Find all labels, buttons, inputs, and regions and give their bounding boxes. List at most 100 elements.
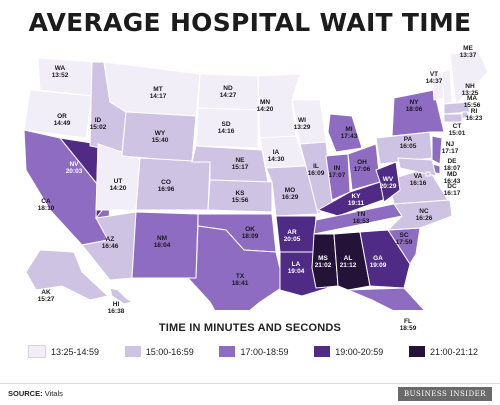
state-time: 20:05 bbox=[283, 236, 301, 243]
state-fl bbox=[347, 287, 441, 343]
state-label-or: OR 14:49 bbox=[54, 113, 71, 127]
state-label-sc: SC 17:59 bbox=[396, 232, 413, 246]
state-time: 14:20 bbox=[256, 106, 274, 113]
state-abbr: NC bbox=[419, 208, 429, 215]
state-time: 14:37 bbox=[425, 78, 443, 85]
state-label-nc: NC 16:26 bbox=[416, 208, 433, 222]
state-time: 15:17 bbox=[231, 164, 249, 171]
state-time: 17:17 bbox=[441, 148, 459, 155]
state-time: 19:11 bbox=[347, 200, 365, 207]
state-wv bbox=[375, 161, 401, 203]
state-me bbox=[449, 49, 489, 106]
state-time: 17:43 bbox=[340, 133, 358, 140]
state-label-ok: OK 18:09 bbox=[242, 226, 259, 240]
state-time: 18:09 bbox=[241, 233, 259, 240]
state-abbr: TX bbox=[235, 273, 245, 280]
state-time: 16:96 bbox=[157, 186, 175, 193]
legend-label: 17:00-18:59 bbox=[240, 346, 289, 357]
state-label-ca: CA 18:10 bbox=[38, 198, 55, 212]
state-time: 16:26 bbox=[415, 215, 433, 222]
state-label-de: DE 18:07 bbox=[444, 158, 461, 172]
legend-swatch bbox=[408, 346, 425, 357]
state-sd bbox=[195, 107, 259, 149]
state-label-il: IL 16:09 bbox=[308, 163, 325, 177]
state-label-az: AZ 16:46 bbox=[102, 236, 119, 250]
state-time: 14:16 bbox=[217, 128, 235, 135]
state-ms bbox=[311, 233, 339, 289]
state-abbr: NH bbox=[465, 83, 475, 90]
state-abbr: NY bbox=[409, 99, 419, 106]
state-abbr: GA bbox=[373, 255, 383, 262]
state-time: 19:04 bbox=[287, 268, 305, 275]
state-ks bbox=[207, 179, 273, 213]
state-abbr: MI bbox=[345, 126, 353, 133]
state-time: 17:06 bbox=[353, 166, 371, 173]
state-time: 16:23 bbox=[465, 115, 483, 122]
state-label-wa: WA 13:52 bbox=[52, 65, 69, 79]
state-or bbox=[23, 89, 93, 139]
state-label-oh: OH 17:06 bbox=[354, 159, 371, 173]
state-label-ak: AK 15:27 bbox=[38, 289, 55, 303]
state-label-wi: WI 13:29 bbox=[294, 117, 311, 131]
state-time: 16:43 bbox=[443, 178, 461, 185]
state-label-vt: VT 14:37 bbox=[426, 71, 443, 85]
state-label-ut: UT 14:20 bbox=[110, 178, 127, 192]
state-al bbox=[333, 231, 371, 291]
state-abbr: AR bbox=[287, 229, 297, 236]
state-abbr: CT bbox=[452, 123, 462, 130]
state-label-ms: MS 21:02 bbox=[315, 255, 332, 269]
state-abbr: DE bbox=[447, 158, 457, 165]
legend-item: 13:25-14:59 bbox=[28, 345, 99, 358]
state-time: 16:29 bbox=[281, 194, 299, 201]
state-label-ga: GA 19:09 bbox=[370, 255, 387, 269]
state-abbr: UT bbox=[113, 178, 123, 185]
state-abbr: AL bbox=[343, 255, 353, 262]
state-time: 15:56 bbox=[463, 102, 481, 109]
state-label-nv: NV 20:03 bbox=[66, 161, 83, 175]
state-abbr: RI bbox=[470, 108, 478, 115]
legend: 13:25-14:59 15:00-16:59 17:00-18:59 19:00-2… bbox=[28, 345, 478, 358]
state-label-nd: ND 14:27 bbox=[220, 85, 237, 99]
state-abbr: ND bbox=[223, 85, 233, 92]
state-time: 17:07 bbox=[328, 172, 346, 179]
state-time: 15:02 bbox=[89, 124, 107, 131]
state-time: 17:59 bbox=[395, 239, 413, 246]
us-map: WA 13:52 OR 14:49 CA 18:10 NV 20:03 ID 15:02 MT 14:… bbox=[0, 40, 500, 343]
state-label-tn: TN 18:53 bbox=[353, 211, 370, 225]
state-abbr: MD bbox=[446, 171, 458, 178]
state-label-ky: KY 19:11 bbox=[348, 193, 364, 207]
state-time: 16:16 bbox=[409, 180, 427, 187]
state-label-ny: NY 18:06 bbox=[406, 99, 423, 113]
state-label-nm: NM 18:04 bbox=[154, 235, 171, 249]
state-abbr: WV bbox=[382, 176, 394, 183]
state-time: 20:29 bbox=[379, 183, 397, 190]
state-label-la: LA 19:04 bbox=[288, 261, 305, 275]
state-nc bbox=[386, 199, 453, 231]
state-abbr: MT bbox=[153, 86, 163, 93]
state-abbr: MA bbox=[466, 95, 478, 102]
state-abbr: CO bbox=[161, 179, 171, 186]
state-label-mo: MO 16:29 bbox=[282, 187, 299, 201]
state-abbr: FL bbox=[404, 318, 412, 325]
state-label-me: ME 13:37 bbox=[460, 45, 477, 59]
state-time: 21:02 bbox=[314, 262, 332, 269]
state-abbr: OK bbox=[245, 226, 255, 233]
state-time: 15:56 bbox=[231, 197, 249, 204]
state-time: 18:06 bbox=[405, 106, 423, 113]
state-label-wy: WY 15:40 bbox=[152, 130, 169, 144]
state-ny bbox=[391, 89, 445, 137]
state-abbr: MN bbox=[259, 99, 271, 106]
state-label-mn: MN 14:20 bbox=[257, 99, 274, 113]
page-title: AVERAGE HOSPITAL WAIT TIME bbox=[28, 8, 472, 37]
source-line: SOURCE: Vitals bbox=[8, 389, 63, 398]
state-hi bbox=[109, 287, 134, 305]
map-svg bbox=[23, 49, 489, 343]
legend-label: 19:00-20:59 bbox=[335, 346, 384, 357]
state-time: 18:10 bbox=[37, 205, 55, 212]
state-abbr: IA bbox=[272, 149, 280, 156]
state-abbr: KY bbox=[351, 193, 361, 200]
state-label-sd: SD 14:16 bbox=[218, 121, 235, 135]
state-time: 18:41 bbox=[231, 280, 249, 287]
state-tx bbox=[186, 225, 285, 331]
state-abbr: KS bbox=[235, 190, 245, 197]
